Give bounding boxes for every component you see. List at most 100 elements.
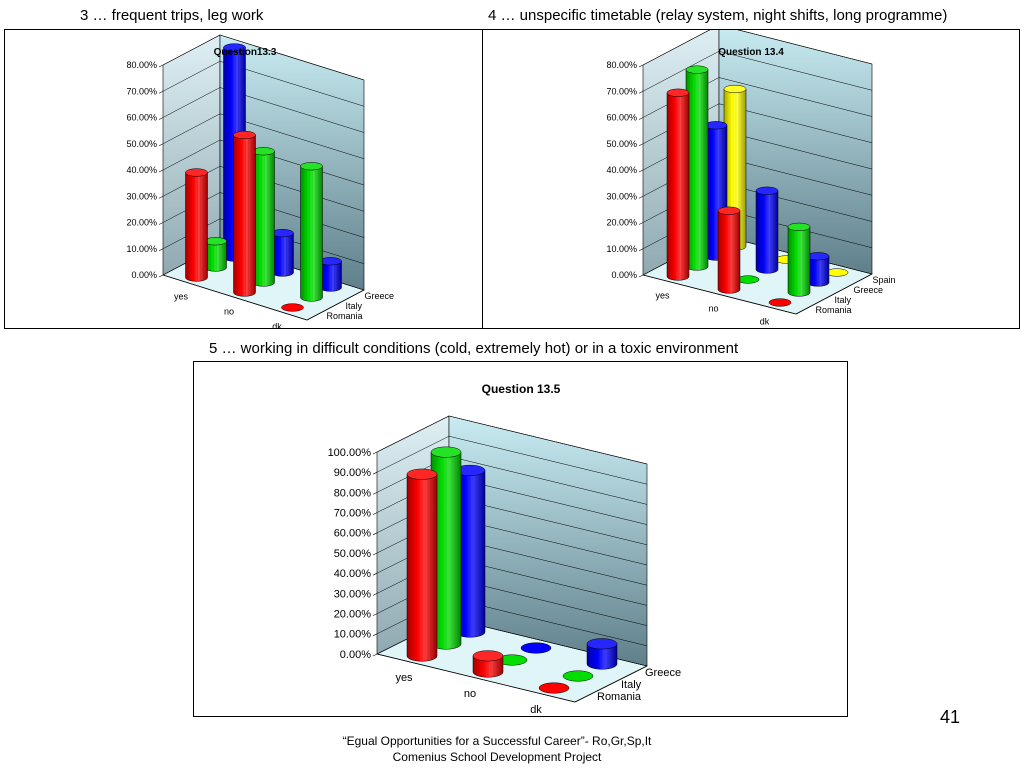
y-tick-label: 20.00% <box>126 218 157 228</box>
footer: “Egual Opportunities for a Successful Ca… <box>262 733 732 765</box>
y-tick-label: 60.00% <box>606 113 637 123</box>
caption-question-13-4: 4 … unspecific timetable (relay system, … <box>488 7 948 24</box>
bar-greece-no <box>755 186 779 274</box>
series-label-romania: Romania <box>816 305 852 315</box>
category-label-yes: yes <box>174 292 189 302</box>
y-tick-label: 90.00% <box>334 467 372 479</box>
caption-question-13-3: 3 … frequent trips, leg work <box>80 7 264 24</box>
y-tick-label: 10.00% <box>334 629 372 641</box>
gridline <box>162 113 365 159</box>
bar-greece-dk <box>586 638 618 670</box>
bar-romania-yes <box>406 468 438 662</box>
chart-13-3: 0.00% 10.00% 20.00% 30.00% 40.00% 50.00% 60.00… <box>126 34 395 329</box>
y-tick-mark <box>638 64 644 68</box>
chart-panel-13-4: 0.00% 10.00% 20.00% 30.00% 40.00% 50.00% 60.00… <box>482 29 1020 329</box>
bar-romania-no <box>233 130 256 297</box>
y-tick-label: 60.00% <box>126 113 157 123</box>
depth-axis-line <box>795 273 873 315</box>
y-tick-label: 80.00% <box>126 60 157 70</box>
y-tick-label: 40.00% <box>334 568 372 580</box>
y-tick-label: 0.00% <box>340 649 371 661</box>
series-label-romania: Romania <box>327 311 363 321</box>
y-tick-mark <box>372 572 378 576</box>
y-tick-label: 50.00% <box>606 139 637 149</box>
chart-panel-13-5: 0.00% 10.00% 20.00% 30.00% 40.00% 50.00% 60.00… <box>193 361 848 717</box>
series-label-romania: Romania <box>597 691 642 703</box>
y-tick-label: 50.00% <box>126 139 157 149</box>
gridline <box>162 60 365 107</box>
bar-greece-dk <box>806 252 830 287</box>
y-tick-label: 70.00% <box>334 507 372 519</box>
chart-title: Question 13.4 <box>718 47 784 58</box>
y-tick-label: 0.00% <box>611 270 637 280</box>
bar-romania-dk <box>768 298 792 307</box>
series-label-greece: Greece <box>854 285 884 295</box>
series-label-italy: Italy <box>346 301 363 311</box>
y-tick-label: 70.00% <box>126 86 157 96</box>
y-tick-label: 100.00% <box>328 447 372 459</box>
y-tick-mark <box>638 222 644 225</box>
y-tick-label: 50.00% <box>334 548 372 560</box>
y-tick-mark <box>158 222 164 225</box>
y-tick-mark <box>158 117 164 120</box>
bar-greece-dk <box>319 257 342 292</box>
y-tick-mark <box>638 248 644 252</box>
y-tick-label: 40.00% <box>126 165 157 175</box>
bar-italy-dk <box>562 670 594 682</box>
y-tick-mark <box>158 64 164 68</box>
bar-italy-dk <box>787 222 811 297</box>
chart-title: Question13.3 <box>214 47 277 58</box>
x-axis-line <box>376 653 576 703</box>
y-tick-label: 80.00% <box>606 60 637 70</box>
y-tick-label: 40.00% <box>606 165 637 175</box>
bar-greece-no <box>271 229 294 277</box>
y-tick-mark <box>638 169 644 173</box>
series-label-greece: Greece <box>365 291 395 301</box>
y-tick-mark <box>158 274 164 278</box>
y-tick-label: 10.00% <box>126 244 157 254</box>
gridline <box>162 34 365 81</box>
y-tick-label: 30.00% <box>334 588 372 600</box>
y-tick-mark <box>372 532 378 536</box>
depth-axis-line <box>574 665 648 703</box>
y-tick-mark <box>158 248 164 252</box>
y-tick-label: 80.00% <box>334 487 372 499</box>
y-tick-mark <box>372 451 378 455</box>
y-tick-mark <box>372 633 378 637</box>
y-tick-mark <box>372 492 378 495</box>
y-tick-mark <box>638 195 644 199</box>
chart-panel-13-3: 0.00% 10.00% 20.00% 30.00% 40.00% 50.00% 60.00… <box>4 29 483 329</box>
y-tick-label: 10.00% <box>606 244 637 254</box>
bar-romania-yes <box>185 168 208 282</box>
category-label-dk: dk <box>272 322 282 329</box>
x-axis-line <box>162 274 308 321</box>
bar-italy-no <box>252 147 275 287</box>
footer-project-subtitle: Comenius School Development Project <box>392 750 602 764</box>
footer-project-title: “Egual Opportunities for a Successful Ca… <box>342 734 652 748</box>
category-label-no: no <box>464 688 476 700</box>
y-tick-mark <box>372 613 378 616</box>
category-label-yes: yes <box>655 291 670 301</box>
y-tick-label: 20.00% <box>606 218 637 228</box>
y-tick-mark <box>372 653 378 657</box>
gridline <box>162 87 365 133</box>
depth-axis-line <box>306 289 365 321</box>
bar-italy-dk <box>300 162 323 302</box>
bar-romania-no <box>472 650 504 678</box>
y-tick-mark <box>638 90 644 94</box>
y-tick-mark <box>638 274 644 278</box>
category-label-dk: dk <box>530 704 542 716</box>
page-number: 41 <box>940 707 961 727</box>
bar-romania-yes <box>666 88 690 281</box>
bar-greece-no <box>520 642 552 654</box>
series-label-italy: Italy <box>621 679 642 691</box>
gridline <box>376 435 648 485</box>
caption-question-13-5: 5 … working in difficult conditions (col… <box>209 340 739 357</box>
gridline <box>642 50 873 92</box>
chart-title: Question 13.5 <box>482 382 561 396</box>
bar-romania-no <box>717 206 741 294</box>
y-tick-mark <box>638 117 644 120</box>
bar-italy-yes <box>204 237 227 272</box>
y-tick-mark <box>372 593 378 596</box>
y-tick-label: 30.00% <box>126 191 157 201</box>
